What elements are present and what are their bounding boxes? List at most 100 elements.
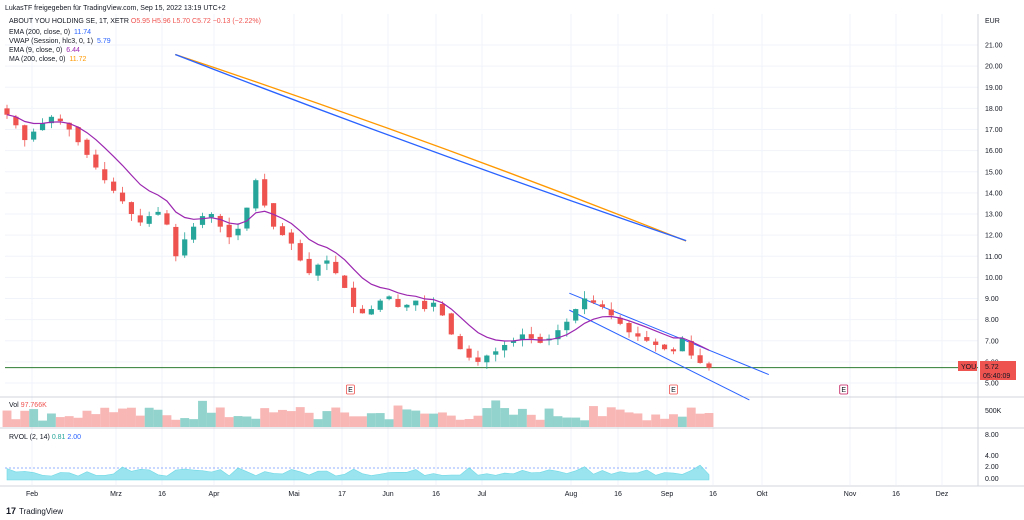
volume-bar [517, 408, 527, 427]
candle [191, 223, 197, 243]
volume-axis-label: 500K [985, 408, 1002, 415]
candle-body [164, 213, 170, 225]
candle [324, 255, 330, 271]
volume-value: 97.766K [20, 402, 47, 409]
time-axis-label: Dez [936, 491, 949, 498]
earnings-marker-box [346, 384, 355, 395]
pane-separators [0, 14, 1024, 487]
volume-bar [437, 412, 447, 427]
volume-bar [491, 400, 501, 427]
candle [448, 312, 454, 335]
indicator-value: 11.72 [69, 56, 87, 63]
volume-bar [269, 412, 279, 427]
candle-body [377, 300, 383, 310]
symbol-tag-text: YOU [961, 364, 976, 371]
candle [413, 300, 419, 311]
volume-bar [686, 407, 696, 427]
volume-bar [38, 420, 47, 427]
volume-bar [660, 418, 670, 427]
price-axis-label: 15.00 [985, 169, 1003, 176]
rvol-axis-label: 4.00 [985, 453, 999, 460]
close-value: C5.72 [192, 18, 211, 25]
volume-bar [73, 417, 83, 427]
rvol-legend[interactable]: RVOL (2, 14) 0.81 2.00 [9, 434, 81, 441]
publisher-header: LukasTF freigegeben für TradingView.com,… [5, 5, 226, 12]
candle [128, 201, 135, 221]
volume-legend[interactable]: Vol 97.766K [9, 402, 47, 409]
volume-bar [286, 411, 296, 427]
volume-bar [46, 413, 56, 427]
candle [661, 343, 668, 351]
candle [4, 104, 10, 119]
volume-bar [366, 413, 376, 427]
candle [119, 186, 126, 204]
candle-body [13, 116, 19, 126]
volume-histogram [2, 400, 714, 427]
volume-bar [562, 417, 572, 427]
volume-bar [606, 407, 616, 427]
candle-body [137, 215, 143, 223]
indicator-label: VWAP (Session, hlc3, 0, 1) [9, 38, 94, 45]
candle-body [235, 228, 241, 236]
last-price-text: 5.72 [985, 364, 999, 371]
indicator-ema200[interactable]: EMA (200, close, 0) 11.74 [9, 28, 91, 37]
candle-body [466, 348, 472, 358]
candlesticks [4, 104, 712, 371]
candle-body [599, 304, 605, 307]
indicator-ema9[interactable]: EMA (9, close, 0) 6.44 [9, 46, 80, 55]
candle [466, 345, 472, 361]
candle [679, 336, 685, 352]
volume-bar [2, 410, 12, 427]
candle [93, 149, 99, 170]
price-axis-label: 12.00 [985, 233, 1003, 240]
ema200-line [175, 53, 687, 242]
rvol-value: 0.81 [51, 434, 66, 441]
candle [395, 294, 401, 308]
symbol-legend: ABOUT YOU HOLDING SE, 1T, XETR O5.95 H5.… [9, 18, 261, 25]
volume-bar [500, 408, 510, 427]
time-axis: Feb Mrz 16 Apr Mai 17 Jun 16 Jul Aug 16 Sep 16 Okt Nov… [26, 491, 949, 498]
volume-bar [251, 418, 261, 427]
candle-body [697, 355, 703, 363]
earnings-marker-label: E [348, 387, 353, 394]
volume-bar [135, 415, 145, 427]
candle [368, 305, 374, 315]
last-price-tag: YOU 5.72 05:40:09 [958, 361, 1016, 380]
volume-bar [91, 414, 101, 427]
footer-brand[interactable]: 17 TradingView [6, 506, 63, 516]
indicator-ma200[interactable]: MA (200, close, 0) 11.72 [9, 55, 86, 64]
price-axis-label: 21.00 [985, 43, 1003, 50]
candle-body [404, 304, 410, 308]
price-axis-label: 19.00 [985, 85, 1003, 92]
volume-bar [313, 419, 323, 427]
volume-bar [642, 420, 652, 427]
ma200-line [175, 53, 687, 242]
indicator-value: 6.44 [66, 47, 80, 54]
time-axis-label: Okt [757, 491, 768, 498]
candle [688, 335, 694, 359]
moving-average-lines [6, 53, 710, 351]
candle-body [484, 355, 490, 363]
candle [253, 178, 259, 212]
time-axis-label: Mai [288, 491, 300, 498]
time-axis-label: 16 [432, 491, 440, 498]
time-axis-label: Nov [844, 491, 857, 498]
time-axis-label: Jul [478, 491, 487, 498]
volume-bar [278, 409, 287, 427]
candle-body [528, 334, 534, 339]
candle [57, 114, 63, 125]
candle [510, 337, 517, 347]
candle [164, 210, 170, 226]
candle [599, 300, 605, 310]
ema9-line [6, 114, 710, 351]
candle-body [119, 192, 126, 202]
price-axis-label: 11.00 [985, 254, 1002, 261]
candle [306, 252, 312, 276]
rvol-axis-label: 2.00 [985, 464, 999, 471]
candle [111, 177, 117, 194]
indicator-vwap[interactable]: VWAP (Session, hlc3, 0, 1) 5.79 [9, 37, 111, 46]
last-price-bg [980, 361, 1016, 380]
candle [484, 354, 490, 369]
